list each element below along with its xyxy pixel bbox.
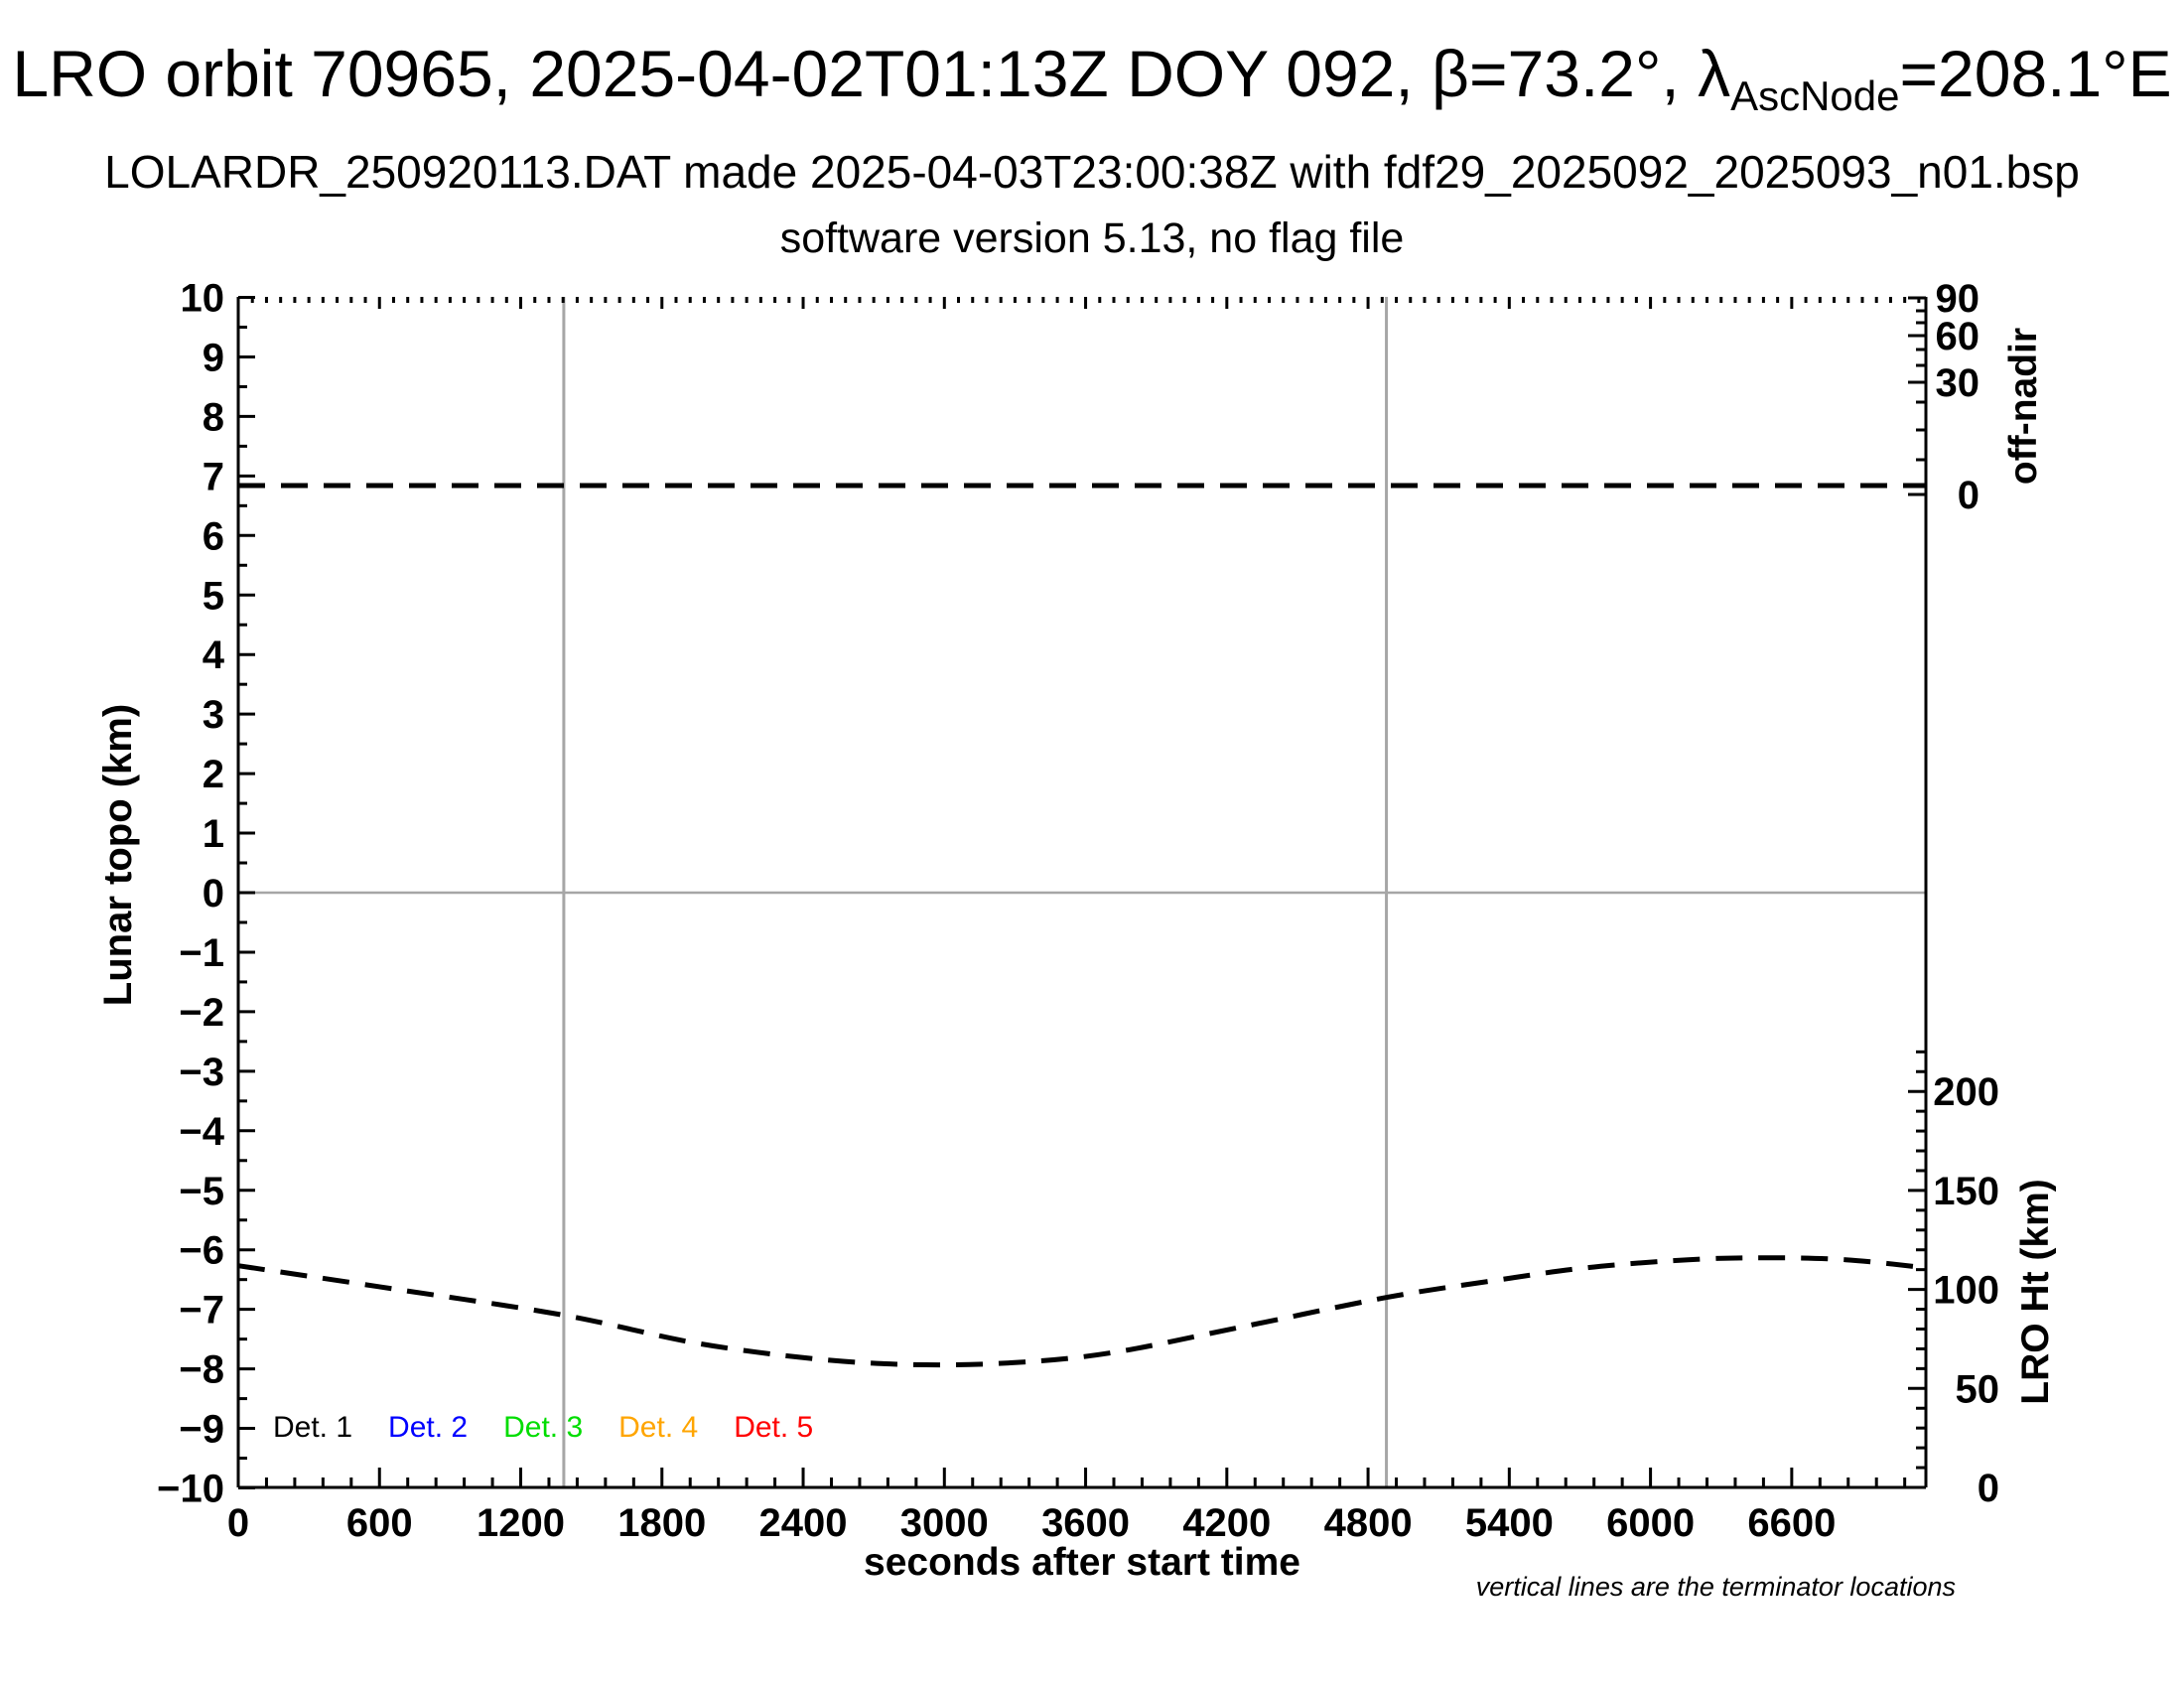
y-tick-label: −1 (179, 931, 224, 975)
x-tick-label: 0 (227, 1501, 249, 1545)
y-tick-label: −5 (179, 1170, 224, 1213)
y-tick-label: 6 (203, 514, 224, 558)
y-tick-label: −9 (179, 1408, 224, 1452)
x-tick-label: 3000 (900, 1501, 989, 1545)
plot-subtitle-file: LOLARDR_250920113.DAT made 2025-04-03T23… (104, 146, 2080, 198)
y-tick-label: −2 (179, 991, 224, 1035)
y-tick-label: −8 (179, 1348, 224, 1392)
x-tick-label: 600 (346, 1501, 413, 1545)
legend-item: Det. 1 (273, 1411, 353, 1444)
off-nadir-tick-label: 30 (1936, 361, 1980, 405)
legend-item: Det. 4 (618, 1411, 699, 1444)
legend-item: Det. 5 (734, 1411, 814, 1444)
x-axis-title: seconds after start time (864, 1541, 1300, 1584)
lro-ht-tick-label: 200 (1933, 1070, 1999, 1114)
y-tick-label: 0 (203, 872, 224, 915)
lro-ht-tick-label: 150 (1933, 1170, 1999, 1213)
lro-ht-tick-label: 50 (1956, 1367, 2000, 1411)
plot-title-suffix: =208.1°E (1899, 37, 2172, 110)
x-tick-label: 6600 (1747, 1501, 1836, 1545)
terminator-note: vertical lines are the terminator locati… (1475, 1572, 1956, 1602)
x-tick-label: 2400 (759, 1501, 848, 1545)
x-tick-label: 4200 (1182, 1501, 1271, 1545)
off-nadir-tick-label: 90 (1936, 277, 1980, 321)
x-tick-label: 1800 (617, 1501, 706, 1545)
y-axis-title-off-nadir: off-nadir (2002, 327, 2045, 486)
y-tick-label: 2 (203, 753, 224, 796)
y-tick-label: 10 (181, 277, 225, 321)
legend-item: Det. 3 (503, 1411, 584, 1444)
y-tick-label: 9 (203, 336, 224, 379)
x-tick-label: 6000 (1606, 1501, 1695, 1545)
x-tick-label: 4800 (1324, 1501, 1413, 1545)
y-axis-title-lro-ht: LRO Ht (km) (2014, 1179, 2057, 1405)
lro-ht-tick-label: 100 (1933, 1269, 1999, 1313)
lro-height-series (237, 1255, 1926, 1368)
legend: Det. 1 Det. 2 Det. 3 Det. 4 Det. 5 (273, 1411, 813, 1445)
x-tick-label: 3600 (1041, 1501, 1130, 1545)
plot-title: LRO orbit 70965, 2025-04-02T01:13Z DOY 0… (0, 36, 2184, 120)
y-tick-label: 3 (203, 693, 224, 737)
plot-title-subscript: AscNode (1730, 72, 1900, 119)
plot-subtitle-version: software version 5.13, no flag file (779, 214, 1405, 262)
plot-title-text: LRO orbit 70965, 2025-04-02T01:13Z DOY 0… (12, 37, 1731, 110)
y-tick-label: 8 (203, 395, 224, 439)
y-tick-label: 5 (203, 574, 224, 618)
y-axis-title-lunar-topo: Lunar topo (km) (96, 703, 140, 1007)
y-tick-label: 7 (203, 455, 224, 498)
y-tick-label: −3 (179, 1051, 224, 1094)
y-tick-label: −7 (179, 1289, 224, 1333)
x-tick-label: 1200 (477, 1501, 565, 1545)
y-tick-label: −10 (157, 1468, 224, 1511)
y-tick-label: −4 (179, 1110, 224, 1154)
y-tick-label: 1 (203, 812, 224, 856)
x-tick-label: 5400 (1465, 1501, 1554, 1545)
legend-item: Det. 2 (388, 1411, 469, 1444)
y-tick-label: 4 (203, 633, 225, 677)
y-tick-label: −6 (179, 1229, 224, 1273)
off-nadir-tick-label: 60 (1936, 315, 1980, 358)
lro-ht-tick-label: 0 (1978, 1467, 1999, 1510)
off-nadir-tick-label: 0 (1958, 474, 1979, 517)
